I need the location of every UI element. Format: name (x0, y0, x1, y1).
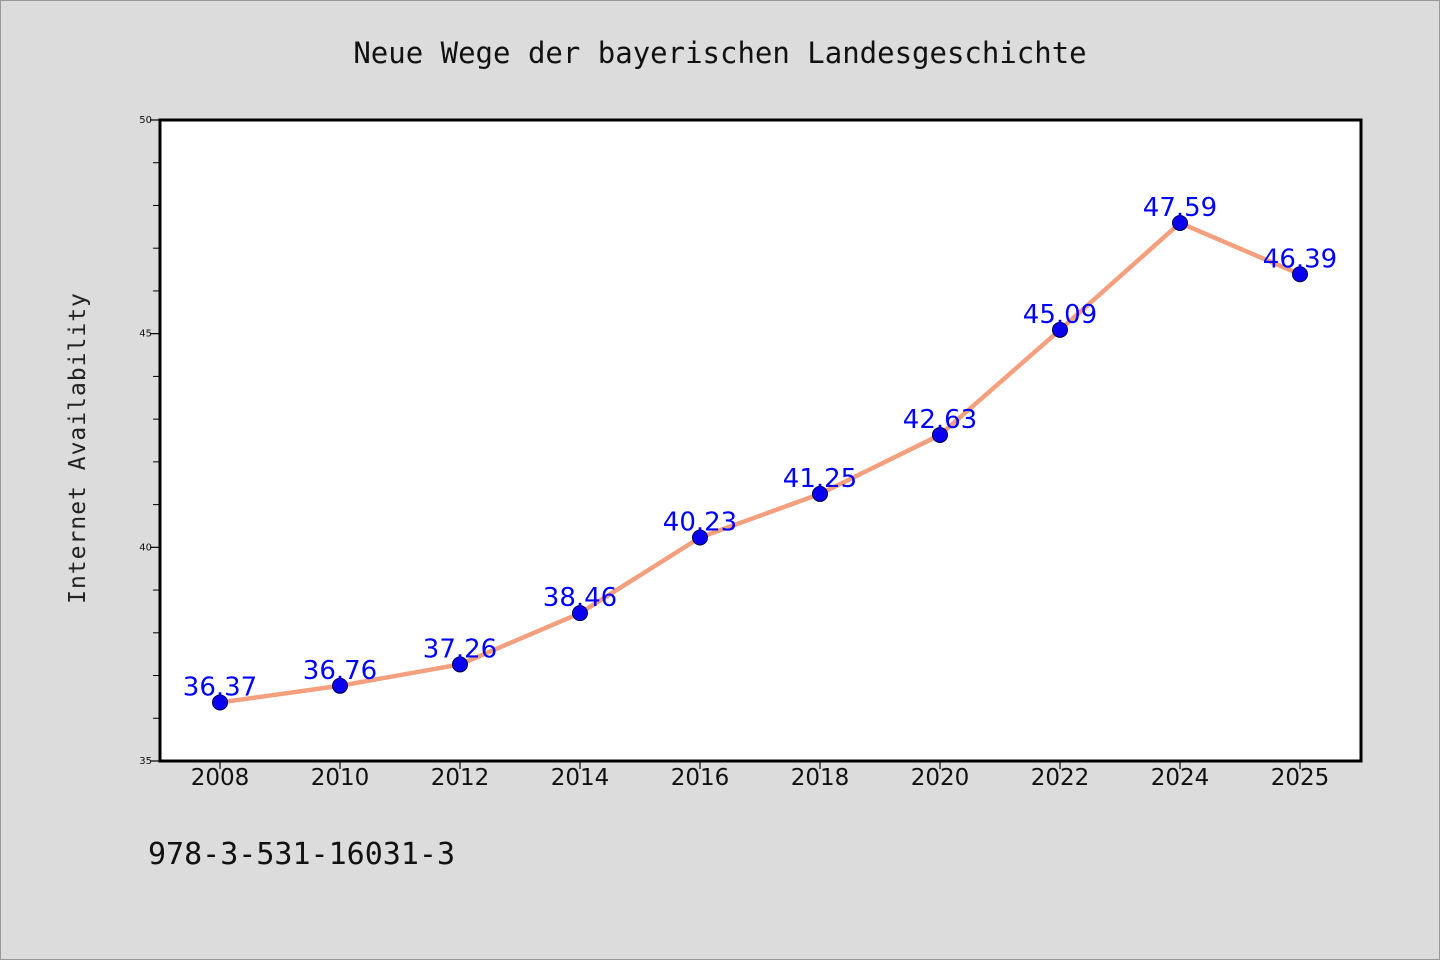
data-point (452, 656, 468, 673)
data-label: 38.46 (543, 583, 617, 613)
x-axis-ticks: 2008 2010 2012 2014 2016 2018 2020 2022 2024 2025 (191, 761, 1330, 791)
plot-border (158, 118, 1363, 763)
data-label: 47.59 (1143, 193, 1217, 223)
x-tick-label: 2025 (1271, 765, 1330, 791)
x-tick-label: 2020 (911, 765, 970, 791)
data-label: 46.39 (1263, 244, 1337, 274)
x-tick-label: 2008 (191, 765, 250, 791)
data-point (212, 694, 228, 711)
x-tick-label: 2014 (551, 765, 610, 791)
y-axis-label: Internet Availability (65, 292, 91, 604)
data-label: 45.09 (1023, 300, 1097, 330)
x-tick-label: 2022 (1031, 765, 1090, 791)
data-label: 40.23 (663, 508, 737, 538)
y-tick-label: 40 (139, 542, 152, 553)
x-tick-label: 2012 (431, 765, 490, 791)
data-point (812, 485, 828, 502)
x-tick-label: 2010 (311, 765, 370, 791)
data-label: 36.37 (183, 672, 257, 702)
x-tick-label: 2018 (791, 765, 850, 791)
data-label: 37.26 (423, 634, 497, 664)
data-point (572, 605, 588, 622)
data-point (1052, 321, 1068, 338)
data-point (692, 529, 708, 546)
data-labels: 36.37 36.76 37.26 38.46 40.23 41.25 42.63 45.09… (183, 193, 1337, 702)
data-markers (212, 214, 1308, 711)
isbn-footnote: 978-3-531-16031-3 (148, 837, 455, 872)
data-point (932, 426, 948, 443)
y-tick-label: 45 (139, 329, 152, 340)
x-tick-label: 2024 (1151, 765, 1210, 791)
y-axis-ticks: 35 40 45 50 (139, 115, 160, 767)
series-line (217, 220, 1303, 705)
y-tick-label: 50 (139, 115, 152, 126)
x-tick-label: 2016 (671, 765, 730, 791)
plot-area (160, 120, 1361, 761)
data-label: 42.63 (903, 405, 977, 435)
data-point (1172, 214, 1188, 231)
data-label: 36.76 (303, 656, 377, 686)
data-label: 41.25 (783, 464, 857, 494)
data-point (1292, 266, 1308, 283)
data-point (332, 677, 348, 694)
y-tick-label: 35 (139, 756, 152, 767)
chart-title: Neue Wege der bayerischen Landesgeschich… (353, 36, 1086, 70)
